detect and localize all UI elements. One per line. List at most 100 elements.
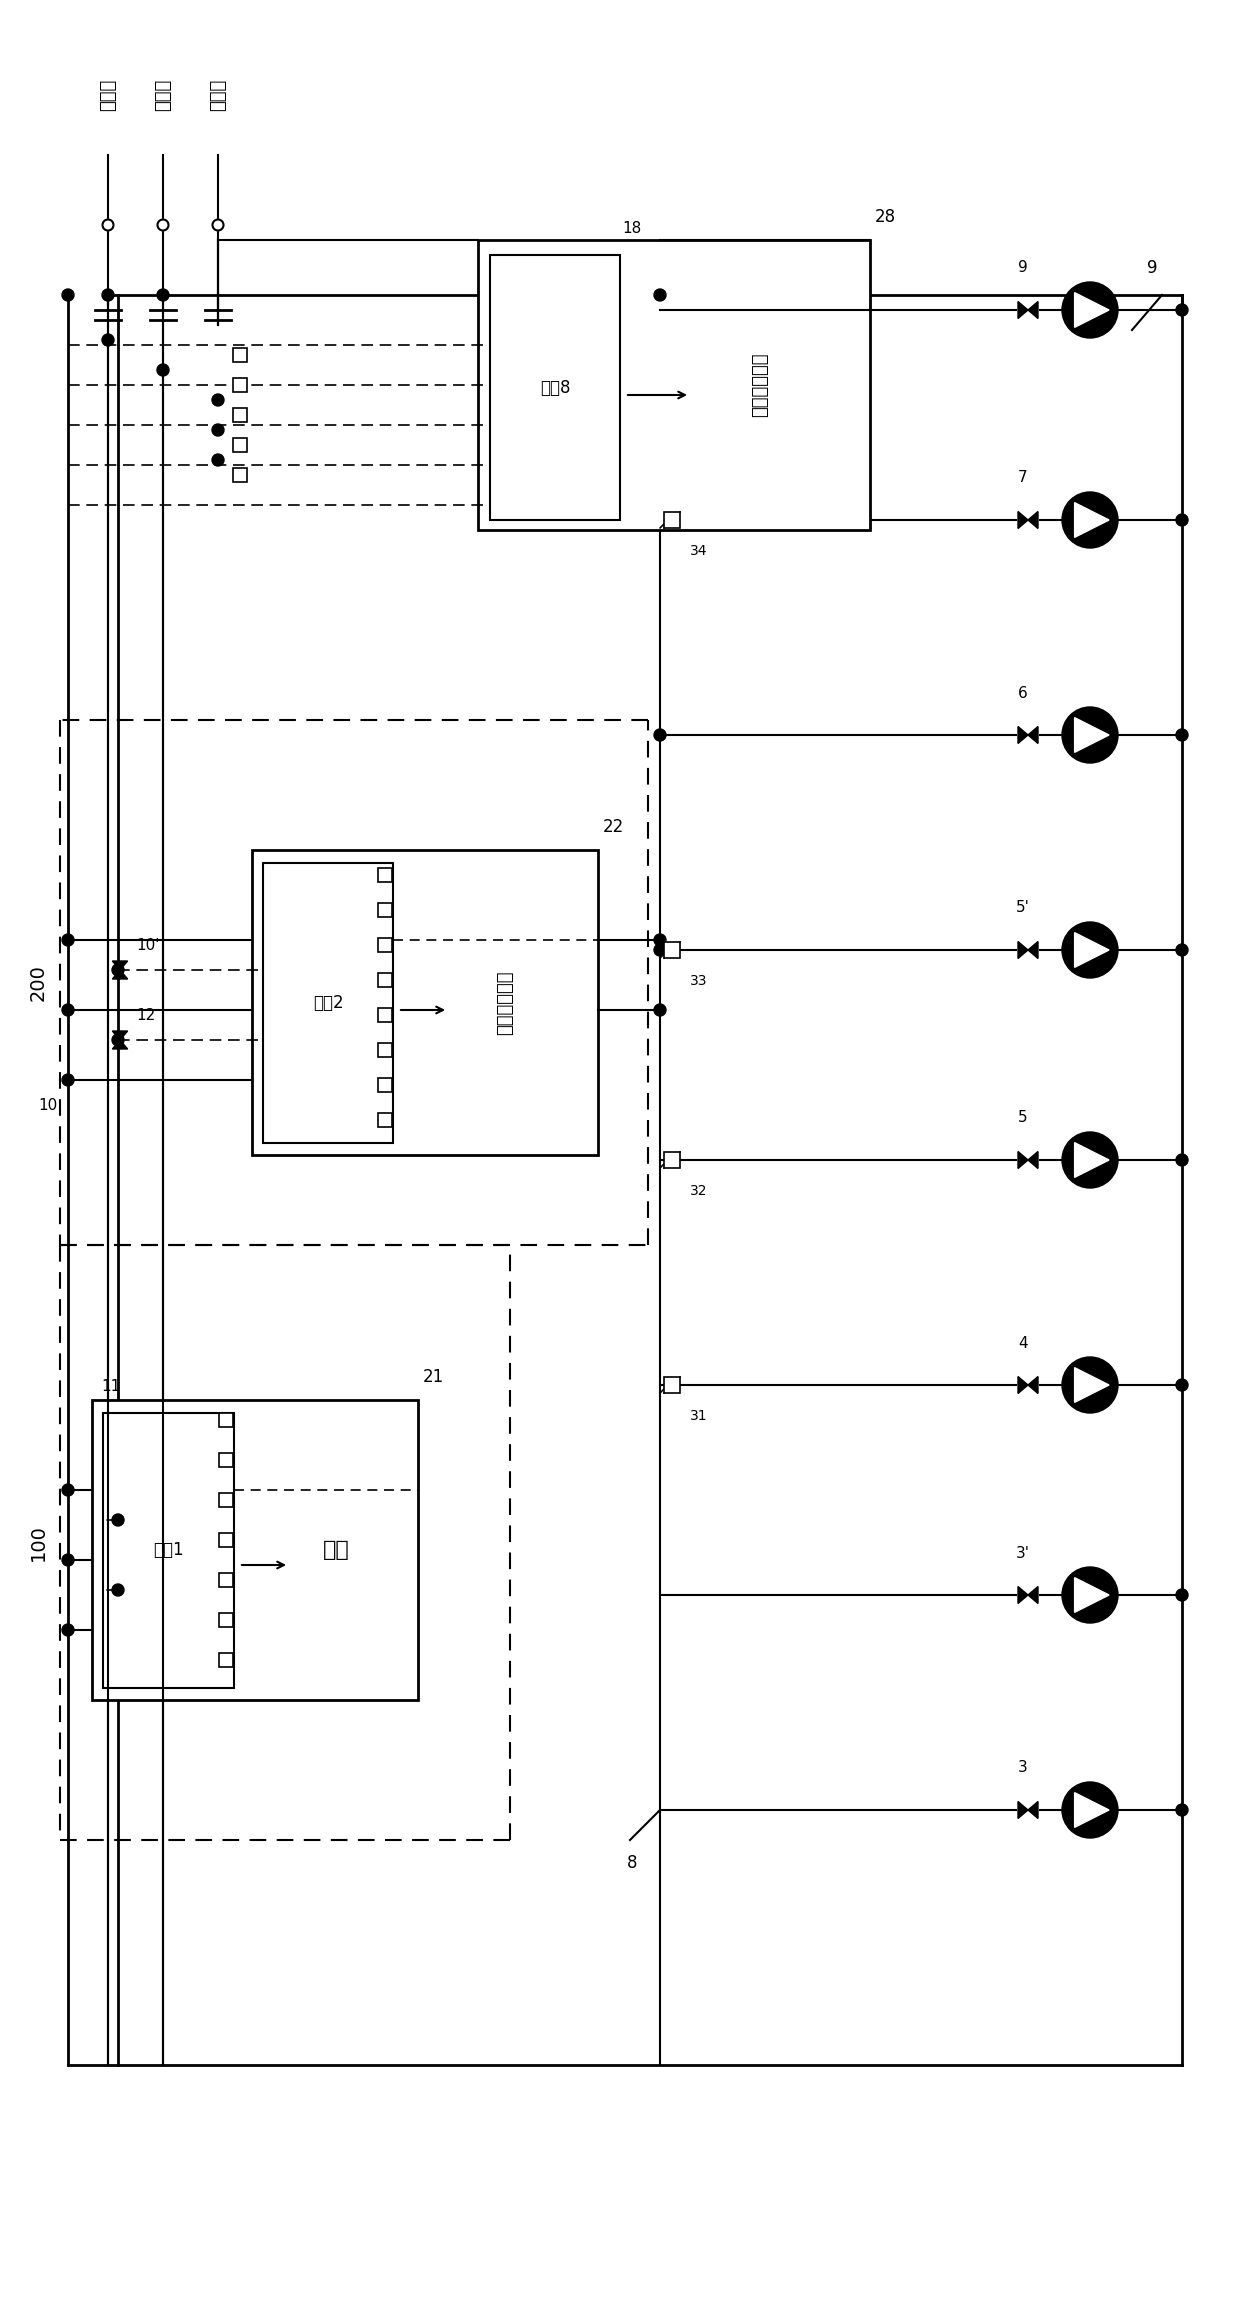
Text: 5: 5 [1018, 1110, 1028, 1126]
Bar [233, 469, 247, 483]
Circle shape [1061, 1781, 1118, 1838]
Polygon shape [113, 961, 128, 970]
Text: 100: 100 [29, 1524, 47, 1560]
Polygon shape [1028, 1802, 1038, 1818]
Circle shape [112, 1034, 124, 1046]
Circle shape [1061, 1133, 1118, 1188]
Bar [219, 1533, 233, 1547]
Polygon shape [1018, 1151, 1028, 1167]
Circle shape [653, 933, 666, 947]
Circle shape [112, 1514, 124, 1526]
Polygon shape [1018, 512, 1028, 529]
Text: 33: 33 [689, 974, 708, 988]
Bar [378, 903, 392, 917]
Circle shape [212, 425, 224, 437]
Bar [233, 377, 247, 393]
Polygon shape [1075, 1792, 1109, 1827]
Bar [219, 1574, 233, 1588]
Circle shape [1061, 492, 1118, 547]
Circle shape [1176, 728, 1188, 740]
Circle shape [1176, 303, 1188, 317]
Text: 31: 31 [689, 1409, 708, 1422]
Bar [233, 347, 247, 363]
Bar [378, 972, 392, 988]
Text: 去末端: 去末端 [99, 78, 117, 110]
Circle shape [62, 933, 74, 947]
Polygon shape [1075, 1579, 1109, 1613]
Text: 9: 9 [1147, 260, 1157, 278]
Circle shape [102, 290, 114, 301]
Polygon shape [1028, 512, 1038, 529]
Polygon shape [1028, 726, 1038, 745]
Polygon shape [1028, 942, 1038, 958]
Text: 11: 11 [100, 1379, 120, 1395]
Polygon shape [1018, 1802, 1028, 1818]
Bar [233, 439, 247, 453]
Bar [263, 864, 393, 1142]
Circle shape [1061, 1358, 1118, 1413]
Circle shape [1176, 1379, 1188, 1390]
Bar [219, 1652, 233, 1666]
Circle shape [653, 290, 666, 301]
Circle shape [62, 1485, 74, 1496]
Circle shape [653, 1004, 666, 1016]
Bar [378, 1009, 392, 1023]
Polygon shape [1075, 717, 1109, 751]
Circle shape [62, 1553, 74, 1565]
Circle shape [653, 728, 666, 740]
Text: 地址1: 地址1 [154, 1542, 184, 1560]
Text: 热水功能从机: 热水功能从机 [751, 354, 769, 418]
Text: 9: 9 [1018, 260, 1028, 276]
Bar [219, 1613, 233, 1627]
Circle shape [157, 221, 169, 230]
Polygon shape [1018, 301, 1028, 319]
Polygon shape [1018, 1586, 1028, 1604]
Polygon shape [1028, 301, 1038, 319]
Text: 备班功能从机: 备班功能从机 [496, 970, 515, 1034]
Text: 18: 18 [622, 221, 641, 237]
Bar [663, 512, 680, 529]
Circle shape [62, 1073, 74, 1087]
Circle shape [1176, 1588, 1188, 1602]
Text: 地址2: 地址2 [312, 995, 343, 1011]
Polygon shape [113, 1032, 128, 1041]
Bar [663, 1377, 680, 1393]
Text: 3: 3 [1018, 1760, 1028, 1776]
Circle shape [1176, 1154, 1188, 1165]
Polygon shape [1028, 1586, 1038, 1604]
Bar [378, 1112, 392, 1126]
Text: 8: 8 [626, 1854, 637, 1873]
Text: 主机: 主机 [322, 1540, 350, 1560]
Circle shape [212, 393, 224, 407]
Circle shape [653, 944, 666, 956]
Bar [477, 239, 870, 531]
Polygon shape [1075, 933, 1109, 967]
Circle shape [102, 333, 114, 347]
Bar [233, 409, 247, 423]
Bar [663, 942, 680, 958]
Text: 去水箱: 去水箱 [210, 78, 227, 110]
Polygon shape [113, 970, 128, 979]
Circle shape [1176, 1804, 1188, 1815]
Polygon shape [1018, 942, 1028, 958]
Bar [378, 1043, 392, 1057]
Text: 3': 3' [1016, 1547, 1030, 1560]
Circle shape [62, 1004, 74, 1016]
Polygon shape [1075, 1367, 1109, 1402]
Text: 22: 22 [603, 818, 624, 836]
Text: 34: 34 [689, 545, 708, 558]
Bar [219, 1413, 233, 1427]
Polygon shape [1018, 1377, 1028, 1393]
Text: 200: 200 [29, 965, 47, 1002]
Circle shape [62, 1625, 74, 1636]
Text: 4: 4 [1018, 1335, 1028, 1351]
Polygon shape [1075, 1142, 1109, 1177]
Bar [103, 1413, 234, 1689]
Text: 21: 21 [423, 1367, 444, 1386]
Polygon shape [1018, 726, 1028, 745]
Circle shape [1061, 283, 1118, 338]
Circle shape [1176, 944, 1188, 956]
Text: 10: 10 [38, 1098, 58, 1112]
Circle shape [1176, 515, 1188, 526]
Bar [219, 1494, 233, 1507]
